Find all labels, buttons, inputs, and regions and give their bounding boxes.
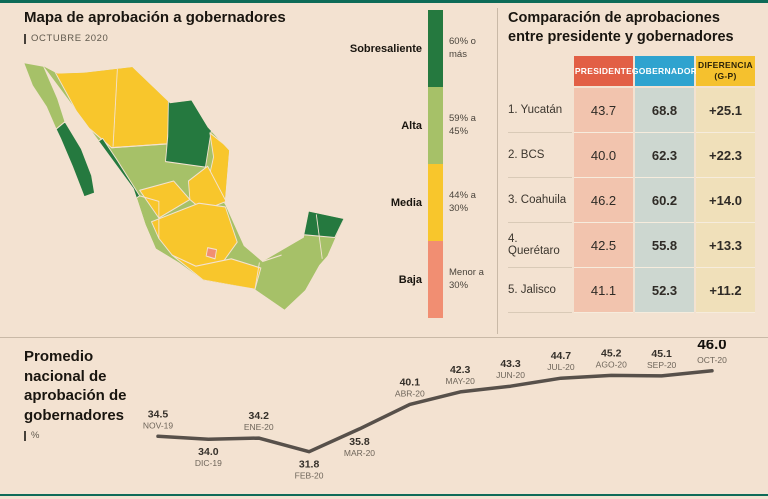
trend-value-label: 46.0 — [697, 340, 726, 353]
trend-month-label: OCT-20 — [697, 355, 727, 365]
table-cell-entity: 4. Querétaro — [508, 223, 572, 268]
table-cell-diferencia: +13.3 — [696, 223, 755, 268]
trend-value-label: 43.3 — [500, 358, 521, 370]
table-cell-diferencia: +22.3 — [696, 133, 755, 178]
legend-range: Menor a 30% — [449, 267, 484, 291]
trend-value-label: 40.1 — [400, 376, 421, 388]
vertical-divider — [497, 8, 498, 334]
trend-value-label: 45.2 — [601, 347, 622, 359]
table-cell-presidente: 46.2 — [574, 178, 633, 223]
state-borders — [111, 67, 323, 290]
comparison-title: Comparación de aprobaciones entre presid… — [508, 10, 734, 45]
table-cell-presidente: 43.7 — [574, 88, 633, 133]
trend-month-label: AGO-20 — [596, 359, 627, 369]
table-header-gobernador: GOBERNADOR — [632, 56, 697, 88]
table-cell-gobernador: 68.8 — [635, 88, 694, 133]
table-header-presidente: PRESIDENTE — [574, 56, 633, 88]
legend-swatch-sobresaliente — [428, 10, 443, 87]
table-header-blank — [508, 56, 572, 88]
table-cell-entity: 2. BCS — [508, 133, 572, 178]
trend-month-label: FEB-20 — [295, 471, 324, 481]
table-cell-entity: 3. Coahuila — [508, 178, 572, 223]
bottom-rule — [0, 494, 768, 496]
table-cell-gobernador: 55.8 — [635, 223, 694, 268]
table-cell-gobernador: 60.2 — [635, 178, 694, 223]
horizontal-divider — [0, 337, 768, 338]
mexico-map — [23, 61, 344, 310]
state-region-coahuila — [165, 94, 212, 168]
state-region-baja-california — [23, 61, 66, 130]
trend-value-label: 42.3 — [450, 364, 471, 376]
trend-line — [156, 369, 714, 454]
trend-month-label: ABR-20 — [395, 388, 425, 398]
map-title: Mapa de aprobación a gobernadores — [24, 9, 286, 26]
trend-value-label: 31.8 — [299, 459, 320, 471]
trend-month-label: SEP-20 — [647, 360, 677, 370]
table-cell-entity: 5. Jalisco — [508, 268, 572, 313]
legend-row-sobresaliente: Sobresaliente 60% o más — [336, 10, 494, 87]
map-legend: Sobresaliente 60% o más Alta 59% a 45% M… — [336, 10, 494, 318]
legend-label: Alta — [401, 119, 422, 132]
table-header-diferencia: DIFERENCIA (G-P) — [696, 56, 755, 88]
trend-title: Promedio nacional de aprobación de gober… — [24, 348, 127, 424]
table-cell-presidente: 40.0 — [574, 133, 633, 178]
table-cell-diferencia: +11.2 — [696, 268, 755, 313]
table-cell-diferencia: +25.1 — [696, 88, 755, 133]
trend-unit: % — [24, 430, 40, 442]
top-rule — [0, 0, 768, 3]
legend-label: Media — [390, 196, 422, 209]
trend-value-label: 45.1 — [651, 348, 672, 360]
table-cell-entity: 1. Yucatán — [508, 88, 572, 133]
legend-row-media: Media 44% a 30% — [336, 164, 494, 241]
legend-label: Baja — [398, 273, 422, 286]
state-region-baja-california-sur — [55, 121, 96, 198]
trend-header: Promedio nacional de aprobación de gober… — [24, 347, 134, 443]
trend-month-label: ENE-20 — [244, 422, 274, 432]
legend-row-alta: Alta 59% a 45% — [336, 87, 494, 164]
comparison-table: PRESIDENTE GOBERNADOR DIFERENCIA (G-P) 1… — [508, 56, 755, 313]
legend-label: Sobresaliente — [349, 42, 422, 55]
table-cell-presidente: 42.5 — [574, 223, 633, 268]
trend-month-label: MAR-20 — [344, 448, 375, 458]
legend-swatch-media — [428, 164, 443, 241]
map-header: Mapa de aprobación a gobernadores OCTUBR… — [24, 9, 286, 46]
state-region-morelos — [205, 247, 217, 260]
trend-month-label: JUL-20 — [547, 362, 575, 372]
trend-value-label: 35.8 — [349, 436, 370, 448]
legend-row-baja: Baja Menor a 30% — [336, 241, 494, 318]
trend-month-label: NOV-19 — [143, 420, 174, 430]
legend-swatch-alta — [428, 87, 443, 164]
table-cell-diferencia: +14.0 — [696, 178, 755, 223]
table-cell-presidente: 41.1 — [574, 268, 633, 313]
trend-month-label: DIC-19 — [195, 458, 222, 468]
trend-value-label: 44.7 — [551, 350, 572, 362]
trend-value-label: 34.5 — [148, 408, 169, 420]
legend-range: 60% o más — [449, 36, 476, 60]
legend-range: 59% a 45% — [449, 113, 476, 137]
legend-range: 44% a 30% — [449, 190, 476, 214]
trend-value-label: 34.2 — [249, 410, 270, 422]
trend-month-label: MAY-20 — [446, 376, 476, 386]
trend-month-label: JUN-20 — [496, 370, 525, 380]
table-cell-gobernador: 62.3 — [635, 133, 694, 178]
table-cell-gobernador: 52.3 — [635, 268, 694, 313]
legend-swatch-baja — [428, 241, 443, 318]
trend-value-label: 34.0 — [198, 446, 219, 458]
map-subtitle: OCTUBRE 2020 — [24, 33, 108, 45]
